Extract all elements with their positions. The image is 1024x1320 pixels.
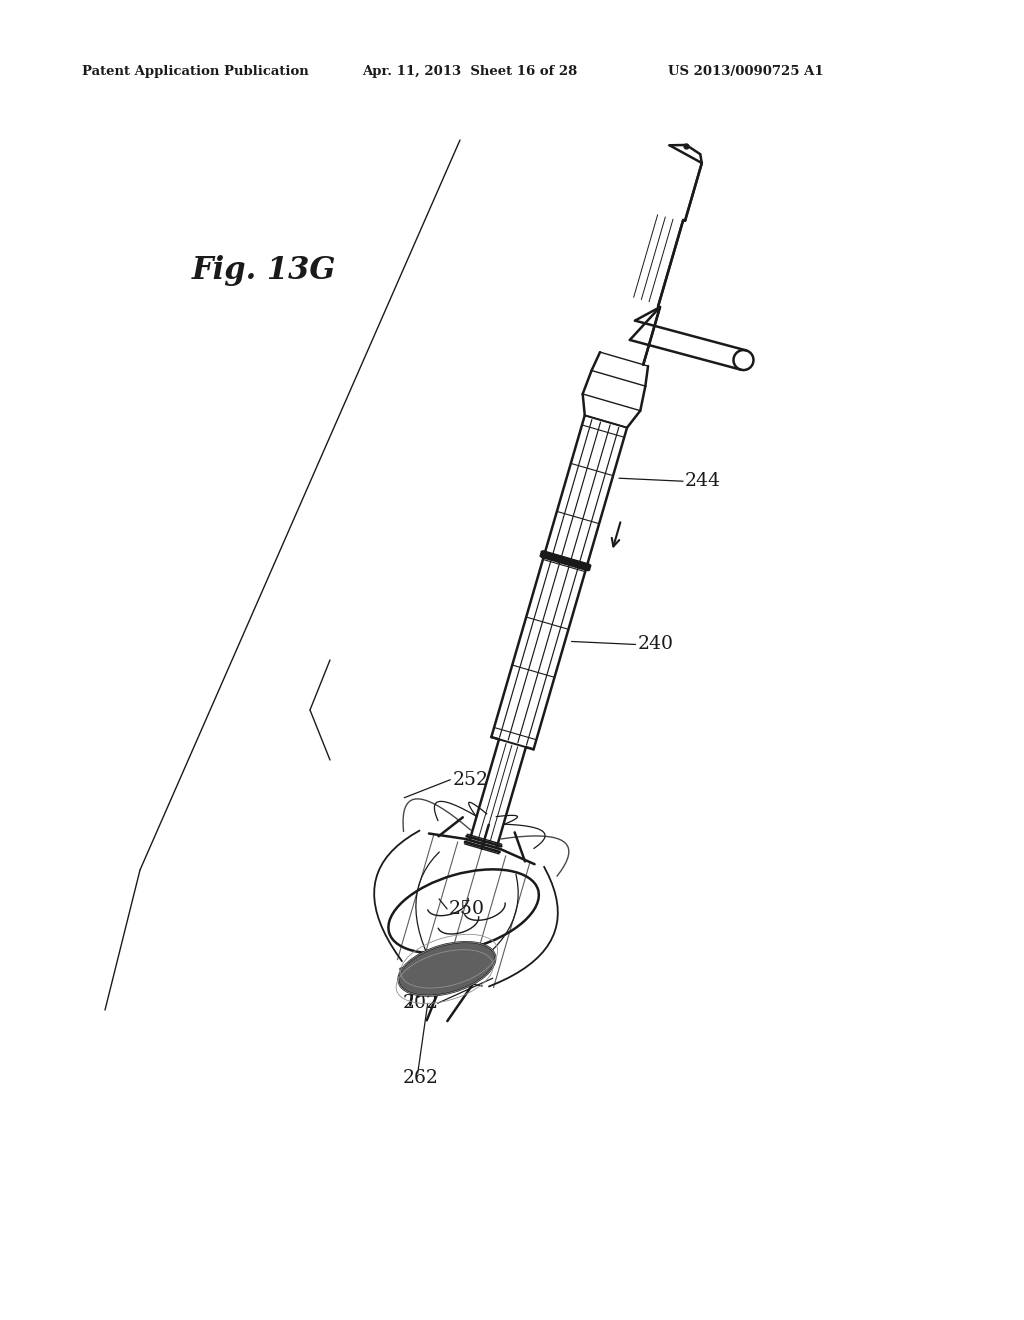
Text: 252: 252 xyxy=(453,771,488,789)
Text: Apr. 11, 2013  Sheet 16 of 28: Apr. 11, 2013 Sheet 16 of 28 xyxy=(362,66,578,78)
Ellipse shape xyxy=(398,942,496,995)
Text: 262: 262 xyxy=(402,1069,438,1088)
Text: 202: 202 xyxy=(402,994,438,1012)
Text: 244: 244 xyxy=(685,473,721,490)
Text: Fig. 13G: Fig. 13G xyxy=(193,255,336,285)
Text: 250: 250 xyxy=(450,900,485,917)
Text: 208: 208 xyxy=(397,968,433,985)
Text: US 2013/0090725 A1: US 2013/0090725 A1 xyxy=(668,66,823,78)
Text: 240: 240 xyxy=(638,635,674,653)
Text: Patent Application Publication: Patent Application Publication xyxy=(82,66,309,78)
